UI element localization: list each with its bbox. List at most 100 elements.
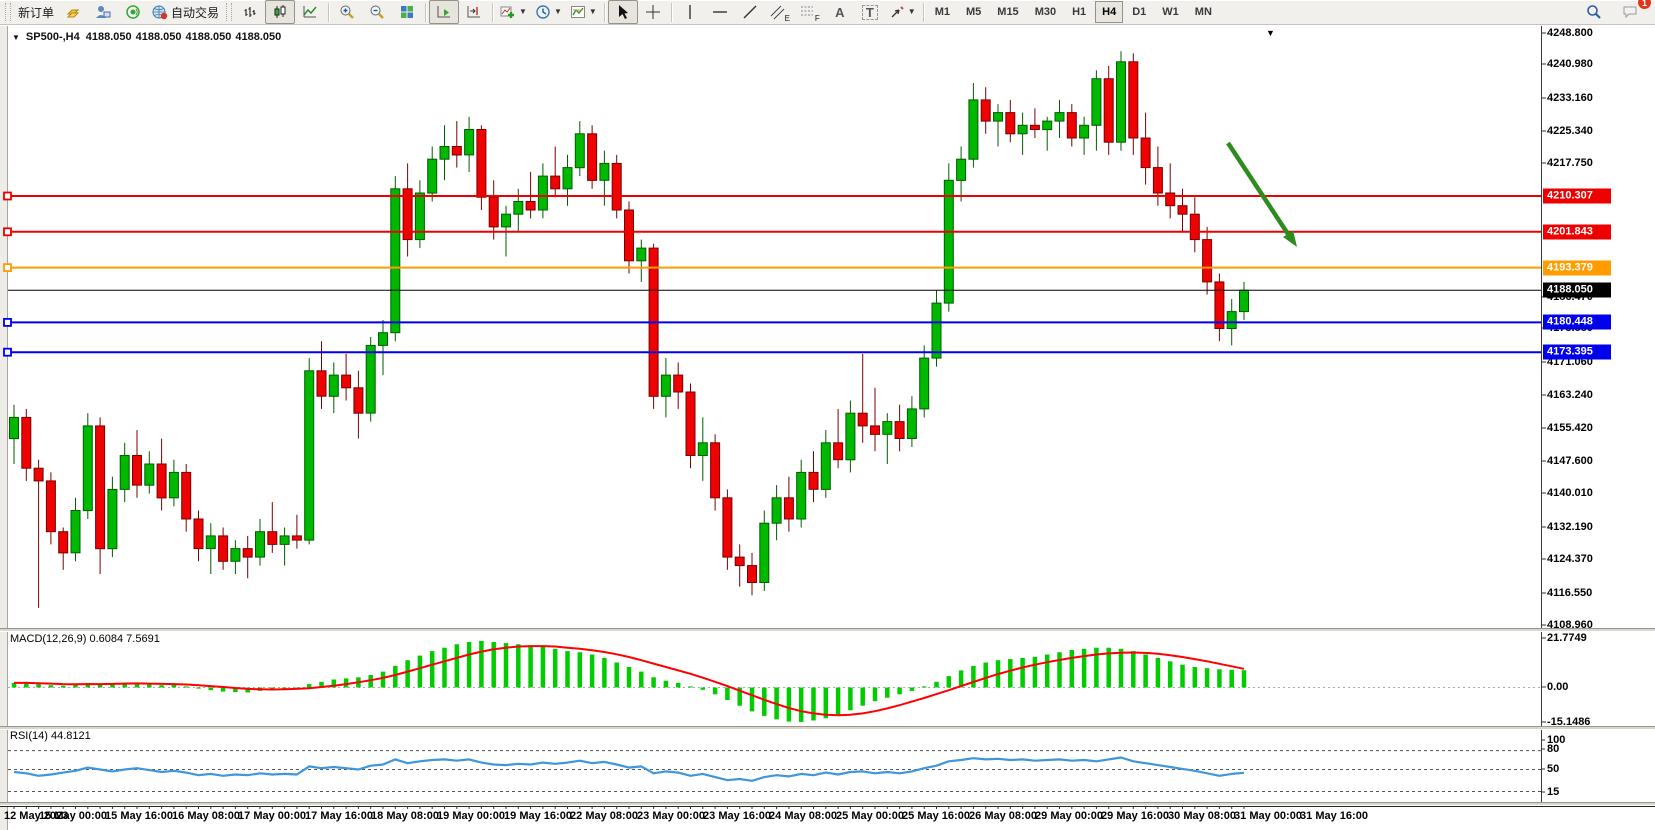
arrows-tool-button[interactable]: ▼ <box>885 0 920 24</box>
timeframe-h4-button[interactable]: H4 <box>1095 1 1124 23</box>
indicators-button[interactable]: ▼ <box>496 0 531 24</box>
time-axis-label: 26 May 08:00 <box>969 810 1037 822</box>
time-axis-label: 16 May 08:00 <box>172 810 240 822</box>
price-tick-label: 4171.060 <box>1547 356 1593 368</box>
candlestick-mode-button[interactable] <box>265 0 296 24</box>
line-chart-mode-button[interactable] <box>295 0 325 24</box>
chat-button[interactable]: 1 <box>1615 0 1651 24</box>
price-tick-label: 4240.980 <box>1547 58 1593 70</box>
zoom-out-icon <box>370 5 384 19</box>
time-axis-label: 19 May 16:00 <box>504 810 572 822</box>
price-tick-label: 4124.370 <box>1547 553 1593 565</box>
price-tick-label: 4217.750 <box>1547 157 1593 169</box>
time-axis-label: 23 May 00:00 <box>637 810 705 822</box>
price-tick-label: 4132.190 <box>1547 521 1593 533</box>
price-tick-label: 4248.800 <box>1547 27 1593 39</box>
price-axis-border <box>1541 26 1542 806</box>
fibo-sub-label: F <box>814 14 820 23</box>
signals-icon <box>126 5 140 19</box>
auto-scroll-button[interactable] <box>429 0 460 24</box>
timeframe-w1-button[interactable]: W1 <box>1162 6 1179 18</box>
time-axis-label: 15 May 00:00 <box>39 810 107 822</box>
macd-panel-divider[interactable] <box>0 628 1655 632</box>
timeframe-m30-button[interactable]: M30 <box>1034 6 1057 18</box>
price-tick-label: 4225.340 <box>1547 125 1593 137</box>
resistance-line[interactable] <box>3 191 1541 201</box>
channel-tool-button[interactable]: E <box>765 0 795 24</box>
rsi-axis-label: 50 <box>1547 763 1560 775</box>
tile-windows-button[interactable] <box>392 0 422 24</box>
candlestick-icon <box>274 5 286 18</box>
timeframe-h1-button[interactable]: H1 <box>1072 6 1087 18</box>
horizontal-line-tool-button[interactable] <box>705 0 735 24</box>
macd-histogram <box>11 640 1247 722</box>
pivot-line[interactable] <box>3 263 1541 273</box>
support-line[interactable] <box>3 347 1541 357</box>
time-axis-label: 18 May 08:00 <box>371 810 439 822</box>
bar-chart-mode-button[interactable] <box>235 0 265 24</box>
price-tick-label: 4233.160 <box>1547 92 1593 104</box>
time-axis-label: 31 May 00:00 <box>1234 810 1302 822</box>
gold-icon-button[interactable] <box>58 0 88 24</box>
autotrading-globe-icon <box>152 5 168 20</box>
price-badge-resistance-line: 4201.843 <box>1543 224 1611 240</box>
text-label-tool-button[interactable]: T <box>855 0 885 24</box>
indicators-add-icon <box>500 6 515 18</box>
support-line[interactable] <box>3 317 1541 327</box>
rsi-indicator-label: RSI(14) 44.8121 <box>10 730 91 742</box>
timeframe-m5-button[interactable]: M5 <box>966 6 982 18</box>
text-tool-button[interactable]: A <box>825 0 855 24</box>
new-order-button[interactable]: 新订单 <box>14 0 58 24</box>
fibonacci-tool-button[interactable]: F <box>795 0 825 24</box>
tile-windows-icon <box>401 6 414 18</box>
price-badge-support-line: 4173.395 <box>1543 344 1611 360</box>
ohlc-low: 4188.050 <box>185 31 232 43</box>
resistance-line[interactable] <box>3 227 1541 237</box>
toolbar-separator <box>603 2 605 22</box>
chart-shift-button[interactable] <box>459 0 489 24</box>
time-axis-label: 25 May 16:00 <box>902 810 970 822</box>
autotrading-button[interactable]: 自动交易 <box>148 0 223 24</box>
bar-chart-icon <box>244 7 256 17</box>
time-axis-label: 24 May 08:00 <box>769 810 837 822</box>
chart-end-marker-icon[interactable]: ▼ <box>1266 28 1275 38</box>
search-button[interactable] <box>1579 0 1609 24</box>
toolbar-grip[interactable] <box>226 3 233 21</box>
cursor-tool-button[interactable] <box>607 0 638 24</box>
time-axis-label: 22 May 08:00 <box>570 810 638 822</box>
timeframe-d1-button[interactable]: D1 <box>1132 6 1147 18</box>
vertical-line-tool-button[interactable] <box>675 0 705 24</box>
rsi-axis-label: 100 <box>1547 734 1566 746</box>
time-axis-label: 25 May 00:00 <box>836 810 904 822</box>
gold-ingot-icon <box>66 9 80 18</box>
crosshair-tool-button[interactable] <box>638 0 668 24</box>
timeframe-m1-button[interactable]: M1 <box>934 6 950 18</box>
crosshair-icon <box>645 5 660 19</box>
timeframe-m15-button[interactable]: M15 <box>997 6 1019 18</box>
zoom-in-button[interactable] <box>332 0 362 24</box>
toolbar-grip[interactable] <box>5 3 11 21</box>
trendline-tool-button[interactable] <box>735 0 765 24</box>
rsi-axis-label: 80 <box>1547 743 1560 755</box>
periods-button[interactable]: ▼ <box>531 0 566 24</box>
signals-button[interactable] <box>118 0 148 24</box>
templates-button[interactable]: ▼ <box>566 0 601 24</box>
candlestick-series <box>9 51 1249 608</box>
timeframe-mn-button[interactable]: MN <box>1194 6 1212 18</box>
chart-menu-triangle-icon[interactable]: ▼ <box>12 32 20 42</box>
zoom-out-button[interactable] <box>362 0 392 24</box>
price-tick-label: 4155.420 <box>1547 422 1593 434</box>
ohlc-close: 4188.050 <box>235 31 282 43</box>
time-axis-label: 17 May 00:00 <box>238 810 306 822</box>
price-badge-current-price-line: 4188.050 <box>1543 282 1611 298</box>
price-tick-label: 4140.010 <box>1547 487 1593 499</box>
dropdown-caret-icon: ▼ <box>553 7 562 16</box>
time-axis-label: 12 May 2023 <box>4 810 69 822</box>
annotation-arrow-down-right[interactable] <box>1226 141 1297 247</box>
profile-button[interactable] <box>88 0 118 24</box>
rsi-panel-divider[interactable] <box>0 726 1655 730</box>
price-tick-label: 4186.470 <box>1547 291 1593 303</box>
